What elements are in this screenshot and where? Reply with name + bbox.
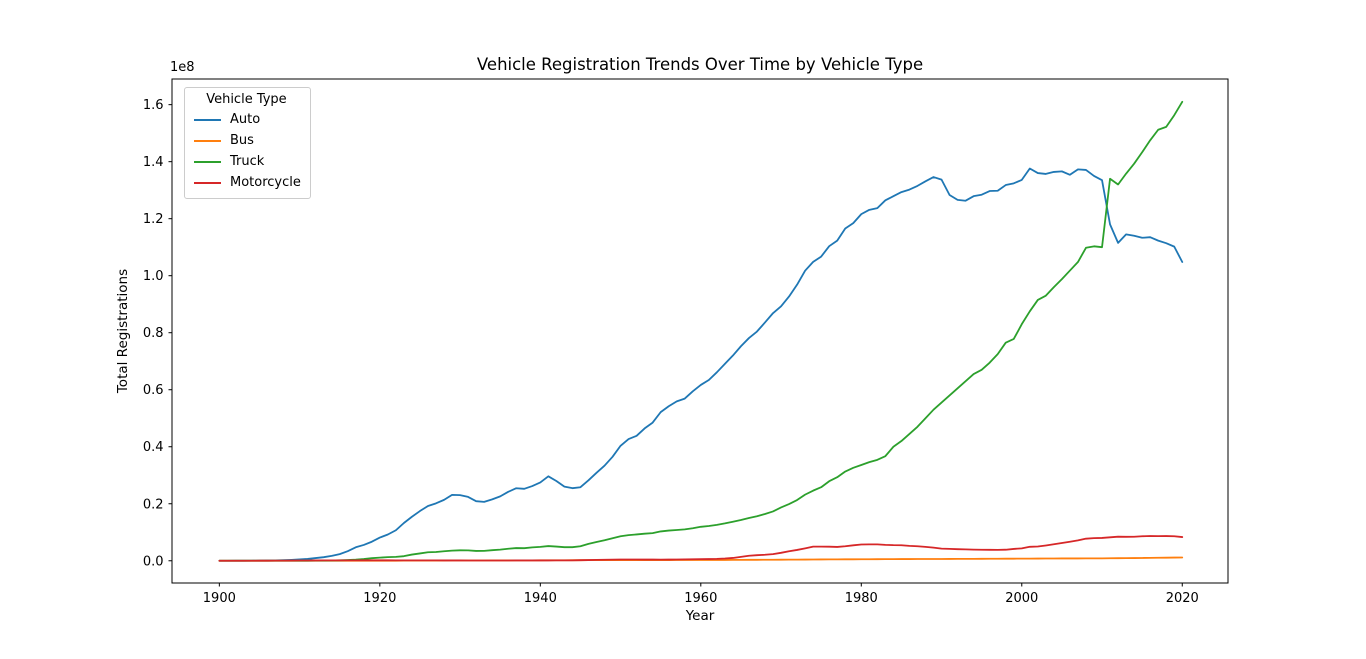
x-axis-ticks: 1900 1920 1940 1960 1980 2000 2020: [203, 583, 1199, 606]
x-tick-label: 1940: [524, 591, 557, 606]
legend: Vehicle Type Auto Bus Truck Motorcycle: [184, 87, 311, 199]
legend-items: Auto Bus Truck Motorcycle: [192, 109, 301, 193]
y-tick-label: 0.4: [143, 440, 164, 455]
legend-item-bus: Bus: [192, 130, 301, 151]
legend-line-swatch: [194, 118, 221, 121]
x-tick-label: 1920: [363, 591, 396, 606]
legend-title: Vehicle Type: [206, 92, 287, 107]
x-tick-label: 2000: [1005, 591, 1038, 606]
legend-line-swatch: [194, 181, 221, 184]
legend-item-label: Auto: [230, 112, 261, 127]
legend-item-motorcycle: Motorcycle: [192, 172, 301, 193]
x-tick-label: 1900: [203, 591, 236, 606]
plot-area: [171, 78, 1229, 584]
series-line-auto: [218, 167, 1184, 562]
y-tick-label: 0.0: [143, 554, 164, 569]
legend-item-label: Truck: [230, 154, 265, 169]
x-tick-label: 1960: [684, 591, 717, 606]
y-axis-ticks: 0.0 0.2 0.4 0.6 0.8 1.0 1.2 1.4 1.6: [143, 98, 172, 569]
y-tick-label: 1.6: [143, 98, 164, 113]
y-axis-label: Total Registrations: [115, 269, 131, 394]
x-tick-label: 1980: [845, 591, 878, 606]
y-tick-label: 0.6: [143, 383, 164, 398]
series-lines: [218, 100, 1184, 562]
y-tick-label: 1.4: [143, 155, 164, 170]
y-tick-label: 1.0: [143, 269, 164, 284]
y-tick-label: 0.2: [143, 497, 164, 512]
legend-item-label: Bus: [230, 133, 254, 148]
series-line-truck: [218, 100, 1184, 562]
y-tick-label: 1.2: [143, 212, 164, 227]
series-line-motorcycle: [218, 535, 1184, 562]
legend-line-swatch: [194, 139, 221, 142]
x-tick-label: 2020: [1166, 591, 1199, 606]
legend-item-truck: Truck: [192, 151, 301, 172]
legend-line-swatch: [194, 160, 221, 163]
legend-item-label: Motorcycle: [230, 175, 301, 190]
legend-item-auto: Auto: [192, 109, 301, 130]
chart-title: Vehicle Registration Trends Over Time by…: [477, 55, 923, 74]
y-tick-label: 0.8: [143, 326, 164, 341]
y-axis-offset-label: 1e8: [170, 60, 195, 75]
x-axis-label: Year: [685, 608, 715, 624]
